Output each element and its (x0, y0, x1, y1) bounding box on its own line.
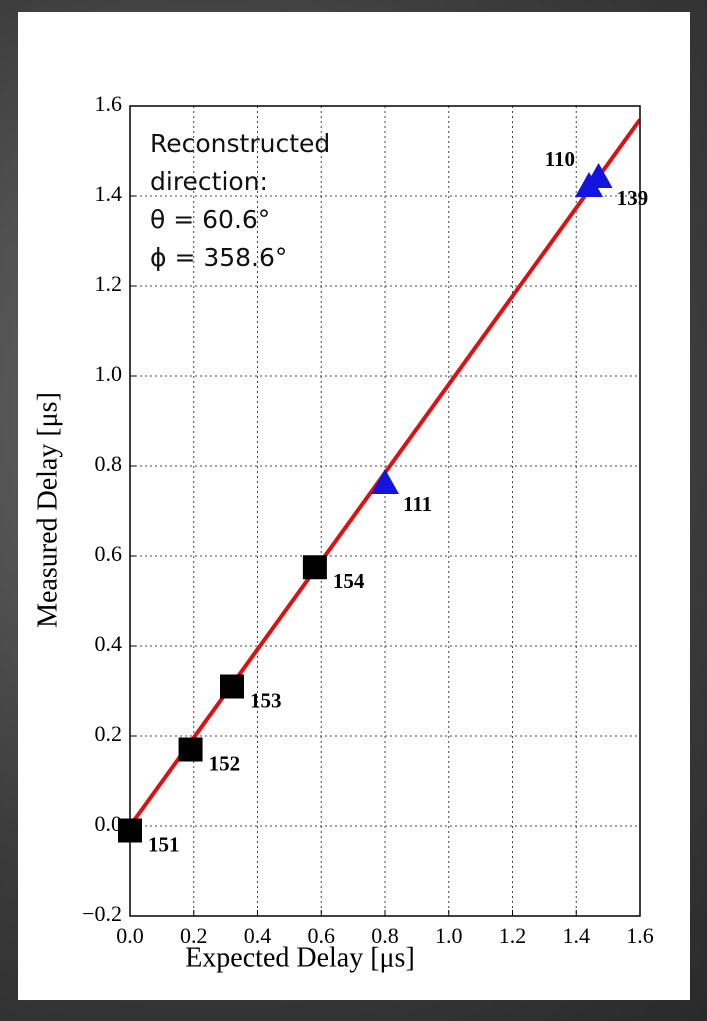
x-tick-label: 1.6 (626, 923, 654, 948)
x-tick-label: 1.4 (563, 923, 591, 948)
annotation: θ = 60.6° (150, 205, 270, 234)
y-tick-label: 1.0 (95, 361, 123, 386)
annotation: direction: (150, 167, 268, 196)
x-tick-label: 1.0 (435, 923, 463, 948)
square-point (303, 555, 327, 579)
y-tick-label: 0.4 (95, 631, 123, 656)
x-tick-label: 0.2 (180, 923, 208, 948)
point-label: 139 (617, 186, 649, 210)
y-tick-label: 0.8 (95, 451, 123, 476)
point-label: 151 (148, 832, 180, 856)
y-tick-label: 0.0 (95, 811, 123, 836)
point-label: 153 (250, 688, 282, 712)
point-label: 110 (545, 147, 575, 171)
chart: Expected Delay [μs] Measured Delay [μs] … (0, 0, 707, 1021)
square-point (220, 675, 244, 699)
panel (18, 12, 690, 1000)
x-tick-label: 1.2 (499, 923, 527, 948)
y-tick-label: 1.6 (95, 91, 123, 116)
y-tick-label: 1.2 (95, 271, 123, 296)
x-tick-label: 0.0 (116, 923, 144, 948)
x-tick-label: 0.8 (371, 923, 399, 948)
annotation: ϕ = 358.6° (150, 243, 287, 272)
square-point (179, 738, 203, 762)
y-axis-label: Measured Delay [μs] (32, 392, 63, 628)
point-label: 154 (333, 569, 365, 593)
point-label: 152 (209, 751, 241, 775)
x-tick-label: 0.6 (308, 923, 336, 948)
y-tick-label: 0.2 (95, 721, 123, 746)
page: {"chart_data": { "type": "scatter", "xla… (0, 0, 707, 1021)
y-tick-label: 0.6 (95, 541, 123, 566)
annotation: Reconstructed (150, 129, 330, 158)
x-tick-label: 0.4 (244, 923, 272, 948)
y-tick-label: 1.4 (95, 181, 123, 206)
point-label: 111 (403, 492, 432, 516)
